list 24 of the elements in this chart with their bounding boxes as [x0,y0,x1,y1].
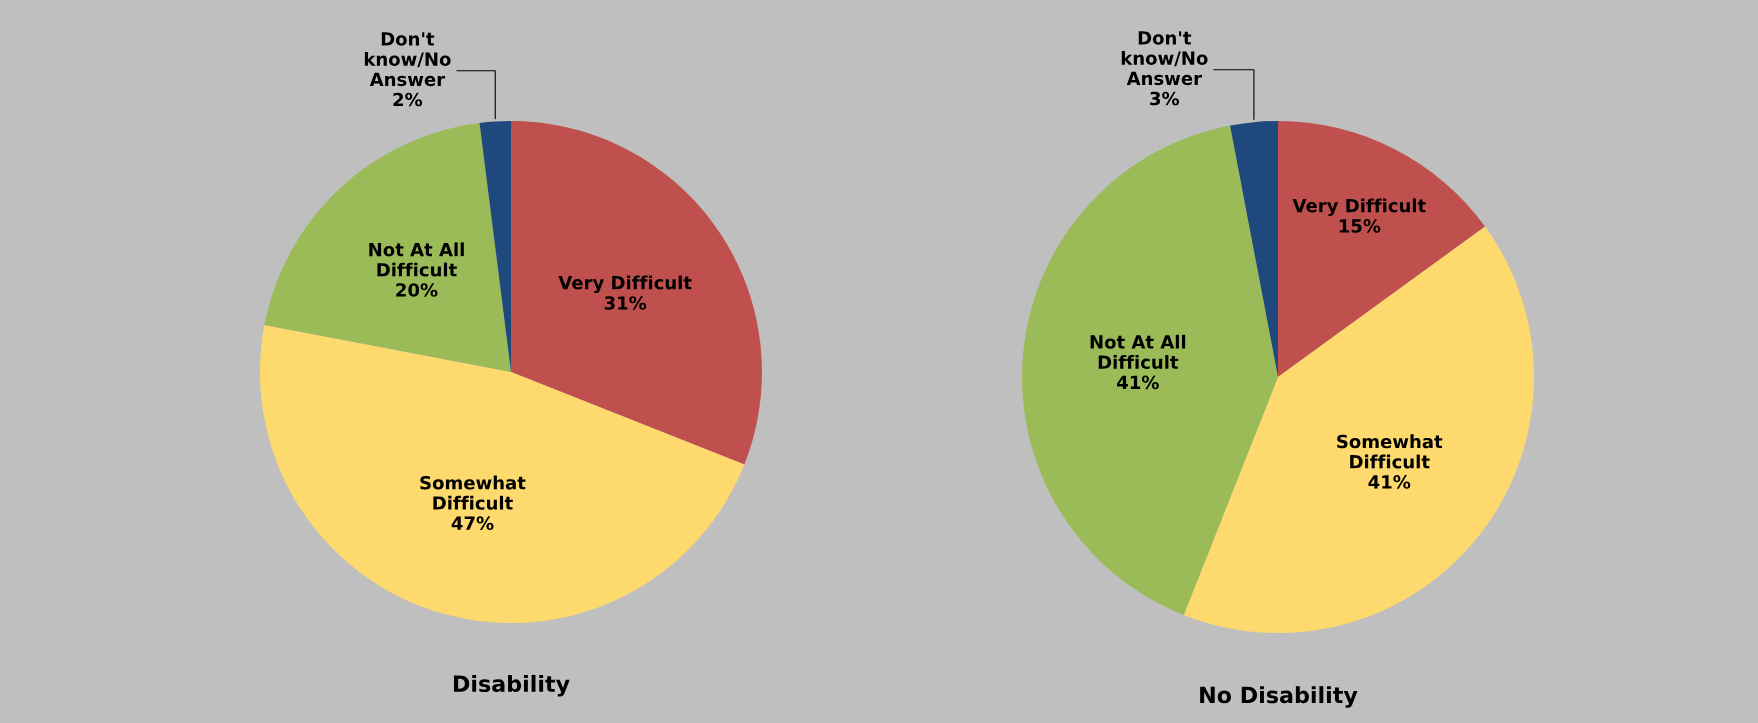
text: No Disability [1200,686,1358,708]
slice-label: Don't know/No Answer [1121,31,1208,86]
text: Disability [453,674,570,697]
data-label: 31% [604,296,647,310]
slice-label: Don't know/No Answer [364,32,451,87]
slice-label: Somewhat Difficult [1337,434,1443,469]
pie-slice [1022,125,1278,616]
data-label: 15% [1339,219,1381,233]
data-label: 47% [451,516,494,531]
slice-label: Very Difficult [558,275,692,294]
data-label: 2% [393,92,423,107]
slice-label: Not At All Difficult [1090,334,1186,369]
data-label: 20% [396,283,438,297]
pie-slice [1278,121,1486,377]
data-label: 3% [1150,91,1180,106]
slice-label: Not At All Difficult [369,242,464,277]
pie-slice [260,324,745,623]
slice-label: Somewhat Difficult [420,475,526,510]
data-label: 41% [1368,475,1411,489]
pie-slice [264,122,511,372]
slice-label: Very Difficult [1292,198,1426,217]
pie-slice [511,121,762,465]
data-label: 41% [1117,375,1159,390]
pie-slice [1230,121,1278,377]
